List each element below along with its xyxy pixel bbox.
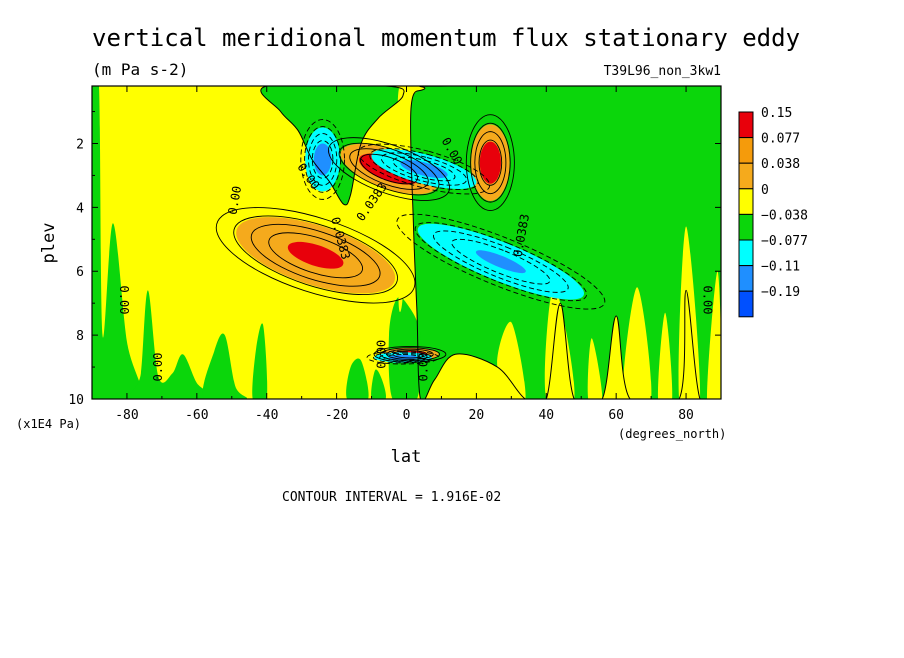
- contour-line: [304, 126, 342, 193]
- x-tick-label: -60: [185, 408, 208, 423]
- contour-line: [414, 222, 587, 302]
- colorbar-label: 0: [761, 183, 769, 198]
- zero-contour: [410, 86, 721, 399]
- region-neg-2: [92, 86, 143, 399]
- x-tick-label: 60: [608, 408, 624, 423]
- contour-interval: CONTOUR INTERVAL = 1.916E-02: [282, 490, 501, 505]
- colorbar-swatch: [738, 162, 754, 190]
- region-neg-8: [371, 369, 386, 399]
- x-tick-label: 40: [538, 408, 554, 423]
- x-tick-label: 0: [403, 408, 411, 423]
- contour-line: [379, 352, 427, 363]
- spike-pos-1: [587, 338, 603, 399]
- colorbar-swatch: [738, 188, 754, 215]
- contour-line: [233, 215, 398, 296]
- y-tick-label: 8: [76, 329, 84, 344]
- contour-line: [311, 140, 334, 179]
- neg-core-1: [400, 160, 448, 179]
- contour-line: [379, 347, 441, 362]
- x-tick-label: -80: [115, 408, 138, 423]
- contour-line: [470, 122, 511, 203]
- contour-line: [465, 114, 515, 211]
- contour-line: [433, 230, 569, 293]
- y-axis: 2 4 6 8 10: [68, 111, 721, 408]
- chart-units: (m Pa s-2): [92, 60, 188, 79]
- contour-label: 0.00: [701, 286, 715, 315]
- y-tick-label: 10: [68, 393, 84, 408]
- contour-label: 0.00: [151, 353, 165, 382]
- contour-lines: [215, 86, 721, 399]
- x-tick-label: -20: [325, 408, 348, 423]
- spike-pos-3: [657, 312, 673, 399]
- colorbar-swatch: [738, 265, 754, 292]
- y-axis-label: plev: [39, 223, 59, 264]
- region-neg-4: [202, 333, 247, 399]
- x-tick-label: 20: [469, 408, 485, 423]
- contour-line: [308, 133, 338, 186]
- x-tick-label: -40: [255, 408, 278, 423]
- run-label: T39L96_non_3kw1: [604, 64, 721, 79]
- contour-label: 0.00: [416, 353, 430, 382]
- contour-line: [372, 351, 434, 364]
- colorbar-label: −0.11: [761, 260, 800, 275]
- region-neg-5: [252, 323, 268, 399]
- contour-line: [396, 213, 606, 310]
- region-neg-7: [346, 358, 369, 399]
- contour-line: [215, 207, 416, 304]
- spike-pos-0: [544, 291, 575, 399]
- colorbar-swatch: [738, 111, 754, 139]
- contour-line: [300, 119, 345, 200]
- contour-line: [328, 137, 451, 201]
- spike-pos-5: [497, 322, 526, 399]
- pos-core-1: [479, 141, 501, 184]
- contour-line: [250, 223, 381, 287]
- colorbar-label: 0.038: [761, 157, 800, 172]
- contour-line: [349, 148, 429, 190]
- y-units-label: (x1E4 Pa): [16, 417, 81, 431]
- contour-line: [366, 350, 440, 365]
- contour-line: [357, 143, 491, 195]
- equator-strip: [397, 86, 425, 312]
- plot-area: [92, 86, 721, 399]
- contour-line: [385, 353, 421, 362]
- colorbar-label: 0.15: [761, 106, 792, 121]
- contour-line: [478, 139, 503, 186]
- contour-line: [359, 153, 419, 185]
- colorbar-swatch: [738, 137, 754, 164]
- colorbar-label: −0.038: [761, 208, 808, 223]
- contour-label: 0.00: [117, 286, 131, 315]
- y-tick-label: 6: [76, 265, 84, 280]
- colorbar-swatch: [738, 290, 754, 318]
- y-tick-label: 4: [76, 201, 84, 216]
- colorbar-label: −0.19: [761, 285, 800, 300]
- contour-label: 0.00: [375, 340, 389, 369]
- spike-pos-6: [706, 271, 721, 399]
- x-units-label: (degrees_north): [618, 427, 726, 441]
- contour-line: [451, 238, 551, 285]
- zero-contour: [260, 86, 405, 206]
- neg-core-1: [475, 250, 526, 274]
- contour-label: 0.00: [225, 185, 244, 216]
- colorbar-label: 0.077: [761, 132, 800, 147]
- x-tick-label: 80: [678, 408, 694, 423]
- x-axis-label: lat: [391, 447, 422, 467]
- colorbar-swatch: [738, 239, 754, 267]
- chart-title: vertical meridional momentum flux statio…: [92, 24, 800, 52]
- colorbar-label: −0.077: [761, 234, 808, 249]
- colorbar-swatch: [738, 213, 754, 241]
- contour-line: [338, 142, 440, 196]
- x-axis: -80 -60 -40 -20 0 20 40 60 80: [91, 86, 722, 423]
- colorbar: 0.15 0.077 0.038 0 −0.038 −0.077 −0.11 −0.19: [738, 106, 808, 318]
- field-fills: [92, 86, 721, 399]
- contour-line: [373, 345, 447, 363]
- contour-line: [474, 131, 507, 195]
- contour-line: [369, 148, 479, 191]
- spike-pos-2: [622, 287, 652, 399]
- region-neg-3: [129, 290, 214, 399]
- contour-line: [268, 232, 363, 279]
- pos-core-1: [287, 241, 344, 269]
- contour-line: [392, 156, 456, 182]
- y-tick-label: 2: [76, 137, 84, 152]
